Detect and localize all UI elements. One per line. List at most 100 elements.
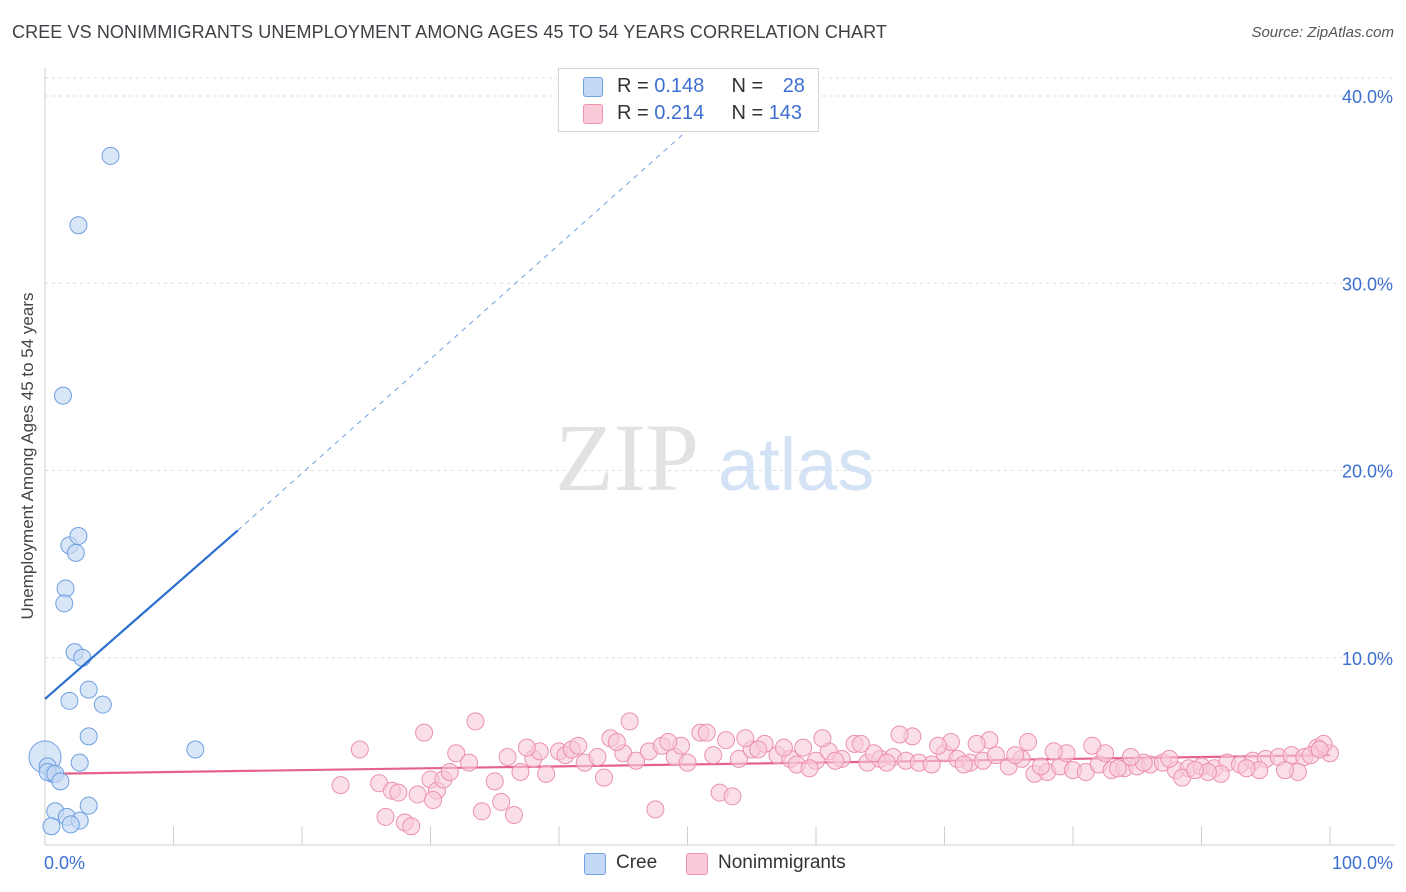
- nonimmigrants-point: [1276, 761, 1295, 780]
- nonimmigrants-point: [466, 712, 485, 731]
- nonimmigrants-point: [492, 792, 511, 811]
- nonimmigrants-point: [447, 744, 466, 763]
- nonimmigrants-point: [402, 817, 421, 836]
- nonimmigrants-point: [627, 751, 646, 770]
- nonimmigrants-point: [1031, 757, 1050, 776]
- nonimmigrants-point: [408, 785, 427, 804]
- nonimmigrants-point: [749, 740, 768, 759]
- nonimmigrants-point: [440, 762, 459, 781]
- cree-point: [93, 695, 112, 714]
- watermark-atlas: atlas: [718, 423, 874, 506]
- cree-point: [79, 727, 98, 746]
- nonimmigrants-point: [389, 783, 408, 802]
- nonimmigrants-point: [1310, 740, 1329, 759]
- non-r-label: R =: [617, 102, 655, 124]
- nonimmigrants-point: [511, 762, 530, 781]
- cree-n-value: 28: [782, 75, 805, 97]
- correlation-legend: R = 0.148 N = 28 R = 0.214 N = 143: [558, 68, 819, 132]
- nonimmigrants-point: [890, 725, 909, 744]
- cree-trendline-extension: [237, 95, 727, 531]
- nonimmigrants-point: [537, 764, 556, 783]
- cree-trendline-solid: [44, 529, 239, 700]
- nonimmigrants-point: [967, 734, 986, 753]
- cree-point: [53, 386, 72, 405]
- cree-points: [28, 146, 205, 836]
- nonimmigrants-point: [851, 734, 870, 753]
- y-axis-label: Unemployment Among Ages 45 to 54 years: [18, 292, 37, 620]
- nonimmigrants-point: [929, 736, 948, 755]
- nonimmigrants-point: [1108, 759, 1127, 778]
- nonimmigrants-point: [877, 753, 896, 772]
- nonimmigrants-point: [800, 759, 819, 778]
- cree-point: [70, 753, 89, 772]
- tick-labels: 10.0% 20.0% 30.0% 40.0% 0.0% 100.0%: [44, 87, 1393, 873]
- nonimmigrants-point: [729, 749, 748, 768]
- cree-point: [73, 648, 92, 667]
- nonimmigrants-point: [594, 768, 613, 787]
- cree-point: [69, 216, 88, 235]
- nonimmigrants-point: [723, 787, 742, 806]
- nonimmigrants-point: [350, 740, 369, 759]
- nonimmigrants-point: [1160, 749, 1179, 768]
- cree-point: [66, 543, 85, 562]
- nonimmigrants-point: [376, 807, 395, 826]
- nonimmigrants-point: [1186, 761, 1205, 780]
- nonimmigrants-point: [620, 712, 639, 731]
- nonimmigrants-point: [1237, 759, 1256, 778]
- cree-swatch: [583, 77, 603, 97]
- nonimmigrants-points: [331, 712, 1339, 836]
- nonimmigrants-point: [505, 806, 524, 825]
- nonimmigrants-point: [646, 800, 665, 819]
- y-tick-label-40: 40.0%: [1342, 87, 1393, 107]
- x-tick-label-right: 100.0%: [1332, 853, 1393, 873]
- nonimmigrants-point: [826, 751, 845, 770]
- nonimmigrants-point: [794, 738, 813, 757]
- nonimmigrants-point: [1006, 746, 1025, 765]
- grid: [45, 77, 1395, 659]
- cree-trendline: [44, 95, 727, 700]
- cree-r-value: 0.148: [654, 75, 705, 97]
- nonimmigrants-point: [986, 746, 1005, 765]
- cree-point: [55, 594, 74, 613]
- chart-title: CREE VS NONIMMIGRANTS UNEMPLOYMENT AMONG…: [12, 22, 887, 42]
- cree-point: [51, 772, 70, 791]
- bottom-nonimmigrants-label: Nonimmigrants: [718, 852, 846, 873]
- nonimmigrants-point: [569, 736, 588, 755]
- cree-point: [101, 146, 120, 165]
- nonimmigrants-point: [659, 733, 678, 752]
- y-tick-label-10: 10.0%: [1342, 649, 1393, 669]
- watermark: ZIP atlas: [555, 404, 874, 511]
- cree-point: [186, 740, 205, 759]
- nonimmigrants-point: [588, 747, 607, 766]
- nonimmigrants-point: [954, 755, 973, 774]
- nonimmigrants-point: [472, 802, 491, 821]
- nonimmigrants-point: [704, 746, 723, 765]
- cree-point: [60, 691, 79, 710]
- nonimmigrants-point: [864, 744, 883, 763]
- cree-n-label: N =: [731, 75, 769, 97]
- cree-point: [79, 796, 98, 815]
- nonimmigrants-point: [922, 755, 941, 774]
- nonimmigrants-point: [607, 733, 626, 752]
- nonimmigrants-point: [774, 738, 793, 757]
- nonimmigrants-point: [1083, 736, 1102, 755]
- source-label: Source: ZipAtlas.com: [1251, 24, 1394, 41]
- axes: [44, 68, 1395, 846]
- non-n-label: N =: [731, 102, 769, 124]
- nonimmigrants-point: [485, 772, 504, 791]
- nonimmigrants-point: [517, 738, 536, 757]
- y-tick-label-30: 30.0%: [1342, 274, 1393, 294]
- nonimmigrants-point: [498, 747, 517, 766]
- bottom-nonimmigrants-swatch: [686, 853, 708, 875]
- nonimmigrants-point: [717, 731, 736, 750]
- nonimmigrants-point: [415, 723, 434, 742]
- cree-point: [69, 527, 88, 546]
- watermark-zip: ZIP: [555, 404, 699, 511]
- non-n-value: 143: [768, 102, 803, 124]
- nonimmigrants-swatch: [583, 104, 603, 124]
- nonimmigrants-point: [697, 723, 716, 742]
- nonimmigrants-point: [813, 729, 832, 748]
- x-tick-label-left: 0.0%: [44, 853, 85, 873]
- nonimmigrants-point: [736, 729, 755, 748]
